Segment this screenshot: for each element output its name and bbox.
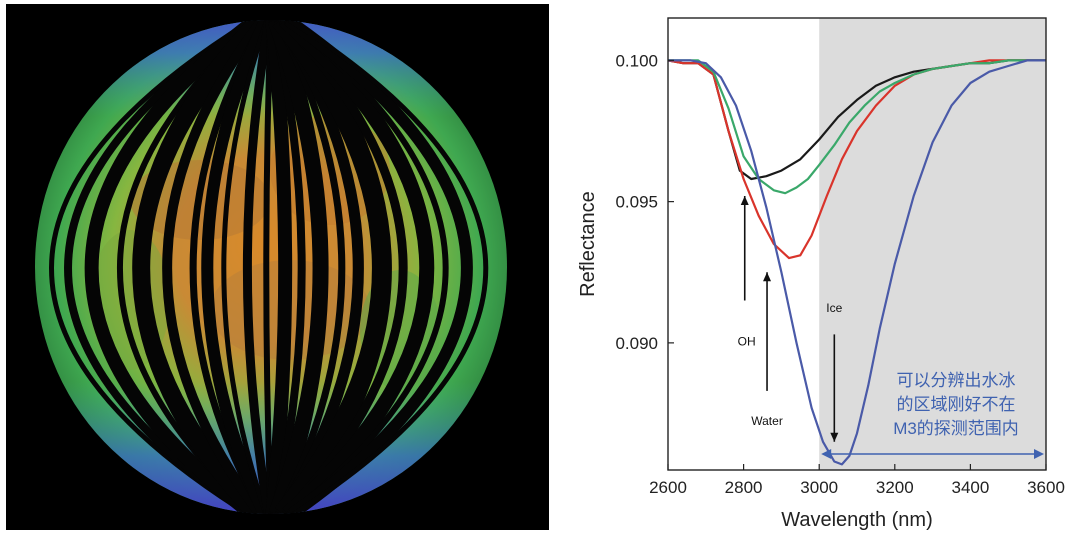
y-tick-label: 0.095 bbox=[615, 193, 658, 212]
x-tick-label: 2800 bbox=[725, 478, 763, 497]
orbit-gap-stripe bbox=[201, 20, 272, 514]
annotation-layer: OH Water Ice bbox=[738, 195, 843, 442]
orbit-gap-stripe bbox=[263, 20, 274, 514]
series-line-3 bbox=[668, 59, 1046, 195]
orbit-gap-stripe bbox=[49, 20, 254, 514]
note-line: 可以分辨出水冰 bbox=[897, 371, 1016, 390]
orbit-gap-stripe bbox=[272, 20, 392, 514]
orbit-gap-stripe bbox=[265, 20, 293, 514]
orbit-gap-stripe bbox=[116, 20, 261, 514]
shaded-region bbox=[819, 18, 1046, 470]
orbit-gap-stripe bbox=[269, 20, 306, 514]
x-axis-ticks: 2600 2800 3000 3200 3400 3600 bbox=[649, 464, 1065, 497]
reflectance-chart: 2600 2800 3000 3200 3400 3600 0.090 0.095 0.100… bbox=[560, 0, 1080, 544]
x-tick-label: 2600 bbox=[649, 478, 687, 497]
plot-frame bbox=[667, 17, 1047, 471]
moon-globe-image bbox=[0, 0, 550, 530]
annotation-arrowhead bbox=[740, 195, 749, 205]
orbit-gap-stripe bbox=[278, 20, 408, 514]
orbit-gap-stripe bbox=[242, 20, 274, 514]
series-line-4 bbox=[668, 59, 1046, 466]
annotation-label: Ice bbox=[826, 301, 842, 315]
orbit-gap-stripe bbox=[64, 20, 257, 514]
annotation-arrowhead bbox=[763, 272, 772, 282]
x-axis-title: Wavelength (nm) bbox=[781, 509, 933, 531]
annotation-label: Water bbox=[751, 414, 783, 428]
x-tick-label: 3200 bbox=[876, 478, 914, 497]
orbit-gap-stripe bbox=[162, 20, 267, 514]
note-line: 的区域刚好不在 bbox=[897, 395, 1016, 414]
orbit-gap-stripe bbox=[287, 20, 489, 514]
orbit-gap-stripe bbox=[279, 20, 435, 514]
orbit-gap-stripe bbox=[273, 20, 346, 514]
y-tick-label: 0.100 bbox=[615, 51, 658, 70]
x-tick-label: 3400 bbox=[951, 478, 989, 497]
orbit-gap-stripe bbox=[273, 20, 364, 514]
orbit-gap-stripe bbox=[284, 20, 473, 514]
y-axis-ticks: 0.090 0.095 0.100 bbox=[615, 51, 674, 353]
orbit-gap-stripe bbox=[189, 20, 268, 514]
annotation-arrowhead bbox=[830, 432, 839, 442]
orbit-gap-stripe bbox=[132, 20, 267, 514]
note-line: M3的探测范围内 bbox=[893, 419, 1019, 438]
orbit-gap-stripe bbox=[283, 20, 449, 514]
series-layer bbox=[667, 59, 1046, 466]
orbit-gap-stripe bbox=[84, 20, 261, 514]
orbit-gap-stripe bbox=[267, 20, 329, 514]
y-axis-title: Reflectance bbox=[577, 191, 599, 297]
orbit-gap-stripe bbox=[221, 20, 270, 514]
orbit-gap-stripes bbox=[49, 20, 489, 514]
y-tick-label: 0.090 bbox=[615, 334, 658, 353]
range-arrowhead-right bbox=[1034, 449, 1044, 459]
range-arrowhead-left bbox=[821, 449, 832, 459]
annotation-label: OH bbox=[738, 335, 756, 349]
x-tick-label: 3600 bbox=[1027, 478, 1065, 497]
x-tick-label: 3000 bbox=[800, 478, 838, 497]
